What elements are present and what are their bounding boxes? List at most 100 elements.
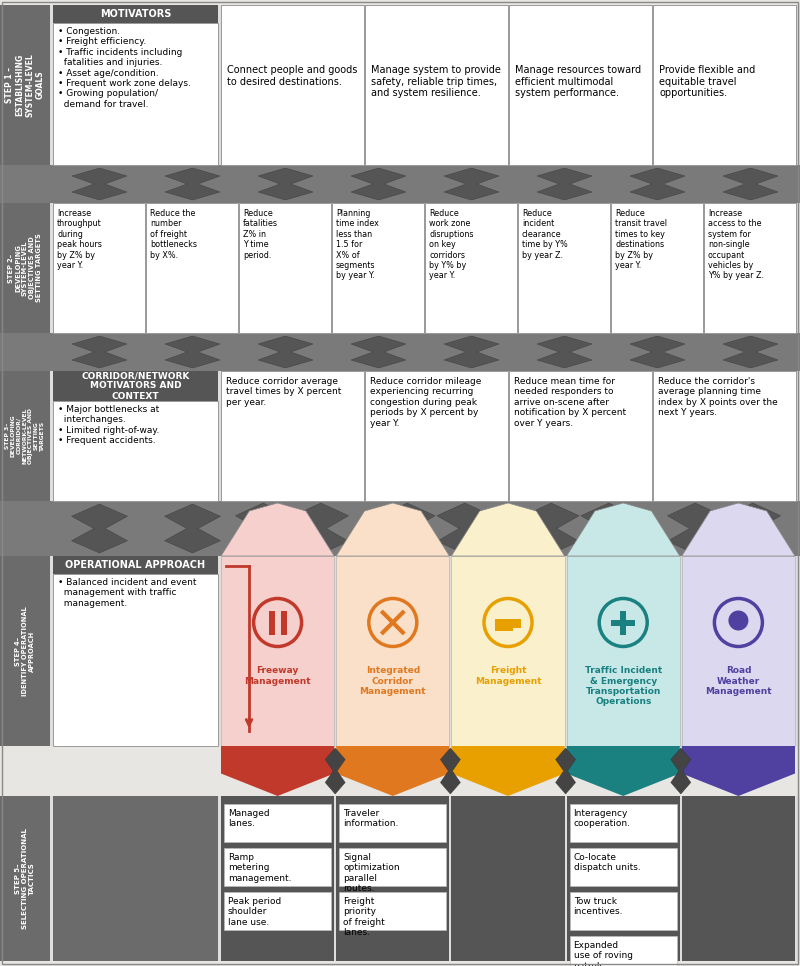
Bar bbox=[336, 556, 450, 746]
Bar bbox=[0, 371, 50, 501]
Bar bbox=[224, 892, 331, 930]
Bar bbox=[0, 796, 800, 961]
Text: Managed
lanes.: Managed lanes. bbox=[228, 809, 270, 829]
Text: Connect people and goods
to desired destinations.: Connect people and goods to desired dest… bbox=[227, 65, 358, 87]
Text: Peak period
shoulder
lane use.: Peak period shoulder lane use. bbox=[228, 897, 282, 926]
Polygon shape bbox=[351, 168, 406, 200]
Text: Traveler
information.: Traveler information. bbox=[343, 809, 398, 829]
Bar bbox=[269, 611, 274, 635]
Bar bbox=[682, 796, 795, 961]
Bar bbox=[513, 618, 521, 628]
Bar bbox=[53, 23, 218, 165]
Text: Ramp
metering
management.: Ramp metering management. bbox=[228, 853, 291, 883]
Polygon shape bbox=[667, 503, 723, 554]
Bar bbox=[224, 804, 331, 842]
Text: STEP 4–
IDENTIFY OPERATIONAL
APPROACH: STEP 4– IDENTIFY OPERATIONAL APPROACH bbox=[15, 606, 35, 696]
Bar bbox=[53, 5, 218, 23]
Text: • Congestion.
• Freight efficiency.
• Traffic incidents including
  fatalities a: • Congestion. • Freight efficiency. • Tr… bbox=[58, 27, 191, 109]
Polygon shape bbox=[566, 746, 680, 796]
Polygon shape bbox=[258, 168, 313, 200]
Bar bbox=[339, 892, 446, 930]
Polygon shape bbox=[630, 168, 685, 200]
Text: • Major bottlenecks at
  interchanges.
• Limited right-of-way.
• Frequent accide: • Major bottlenecks at interchanges. • L… bbox=[58, 405, 159, 445]
Circle shape bbox=[599, 599, 647, 646]
Bar bbox=[53, 796, 218, 961]
Polygon shape bbox=[165, 504, 221, 553]
Bar bbox=[0, 203, 800, 333]
Text: Reduce mean time for
needed responders to
arrive on-scene after
notification by : Reduce mean time for needed responders t… bbox=[514, 377, 626, 428]
Bar bbox=[0, 165, 800, 203]
Circle shape bbox=[254, 599, 302, 646]
Text: Manage resources toward
efficient multimodal
system performance.: Manage resources toward efficient multim… bbox=[515, 65, 641, 99]
Polygon shape bbox=[325, 748, 346, 794]
Bar bbox=[281, 611, 286, 635]
Bar bbox=[221, 556, 334, 746]
Bar bbox=[53, 371, 218, 401]
Bar bbox=[146, 203, 238, 333]
Bar bbox=[611, 203, 703, 333]
Text: STEP 3–
DEVELOPING
CORRIDOR/
NETWORK-LEVEL
OBJECTIVES AND
SETTING
TARGETS: STEP 3– DEVELOPING CORRIDOR/ NETWORK-LEV… bbox=[5, 408, 45, 465]
Bar bbox=[451, 796, 565, 961]
Text: Integrated
Corridor
Management: Integrated Corridor Management bbox=[359, 667, 426, 696]
Polygon shape bbox=[72, 336, 127, 368]
Polygon shape bbox=[165, 168, 220, 200]
Text: Co-locate
dispatch units.: Co-locate dispatch units. bbox=[574, 853, 640, 872]
Bar bbox=[53, 574, 218, 746]
Text: STEP 2–
DEVELOPING
SYSTEM-LEVEL
OBJECTIVES AND
SETTING TARGETS: STEP 2– DEVELOPING SYSTEM-LEVEL OBJECTIV… bbox=[8, 234, 42, 302]
Polygon shape bbox=[451, 746, 565, 796]
Bar bbox=[0, 333, 800, 371]
Bar bbox=[566, 556, 680, 746]
Polygon shape bbox=[336, 503, 450, 556]
Text: • Balanced incident and event
  management with traffic
  management.: • Balanced incident and event management… bbox=[58, 578, 197, 608]
Text: Freeway
Management: Freeway Management bbox=[244, 667, 311, 686]
Polygon shape bbox=[555, 748, 576, 794]
Bar bbox=[518, 203, 610, 333]
Polygon shape bbox=[444, 168, 499, 200]
Text: Freight
priority
of freight
lanes.: Freight priority of freight lanes. bbox=[343, 897, 385, 937]
Bar bbox=[653, 5, 796, 165]
Bar bbox=[451, 556, 565, 746]
Bar bbox=[221, 5, 364, 165]
Text: Interagency
cooperation.: Interagency cooperation. bbox=[574, 809, 630, 829]
Bar bbox=[0, 5, 50, 165]
Circle shape bbox=[369, 599, 417, 646]
Text: Reduce
fatalities
Z% in
Y time
period.: Reduce fatalities Z% in Y time period. bbox=[243, 209, 278, 260]
Bar bbox=[570, 804, 677, 842]
Bar bbox=[0, 203, 50, 333]
Text: Increase
access to the
system for
non-single
occupant
vehicles by
Y% by year Z.: Increase access to the system for non-si… bbox=[708, 209, 764, 280]
Text: Expanded
use of roving
patrols.: Expanded use of roving patrols. bbox=[574, 941, 633, 966]
Polygon shape bbox=[336, 746, 450, 796]
Bar bbox=[509, 5, 652, 165]
Bar bbox=[0, 556, 50, 746]
Text: Reduce
incident
clearance
time by Y%
by year Z.: Reduce incident clearance time by Y% by … bbox=[522, 209, 568, 260]
Bar bbox=[0, 371, 800, 501]
Polygon shape bbox=[682, 503, 795, 556]
Bar bbox=[620, 611, 626, 635]
Circle shape bbox=[484, 599, 532, 646]
Bar bbox=[336, 796, 450, 961]
Polygon shape bbox=[440, 748, 461, 794]
Text: Reduce
work zone
disruptions
on key
corridors
by Y% by
year Y.: Reduce work zone disruptions on key corr… bbox=[429, 209, 474, 280]
Text: MOTIVATORS: MOTIVATORS bbox=[100, 9, 171, 19]
Polygon shape bbox=[537, 168, 592, 200]
Text: Provide flexible and
equitable travel
opportunities.: Provide flexible and equitable travel op… bbox=[659, 65, 755, 99]
Text: Reduce
transit travel
times to key
destinations
by Z% by
year Y.: Reduce transit travel times to key desti… bbox=[615, 209, 667, 270]
Bar bbox=[221, 796, 334, 961]
Bar bbox=[653, 371, 796, 501]
Bar bbox=[0, 501, 800, 556]
Bar bbox=[704, 203, 796, 333]
Text: Planning
time index
less than
1.5 for
X% of
segments
by year Y.: Planning time index less than 1.5 for X%… bbox=[336, 209, 379, 280]
Polygon shape bbox=[437, 503, 493, 554]
Polygon shape bbox=[293, 503, 349, 554]
Polygon shape bbox=[258, 336, 313, 368]
Circle shape bbox=[728, 611, 749, 631]
Bar bbox=[570, 892, 677, 930]
Polygon shape bbox=[165, 336, 220, 368]
Polygon shape bbox=[71, 504, 127, 553]
Text: Reduce corridor mileage
experiencing recurring
congestion during peak
periods by: Reduce corridor mileage experiencing rec… bbox=[370, 377, 482, 428]
Polygon shape bbox=[566, 503, 680, 556]
Text: Road
Weather
Management: Road Weather Management bbox=[705, 667, 772, 696]
Bar bbox=[53, 401, 218, 501]
Bar bbox=[566, 796, 680, 961]
Bar bbox=[339, 848, 446, 886]
